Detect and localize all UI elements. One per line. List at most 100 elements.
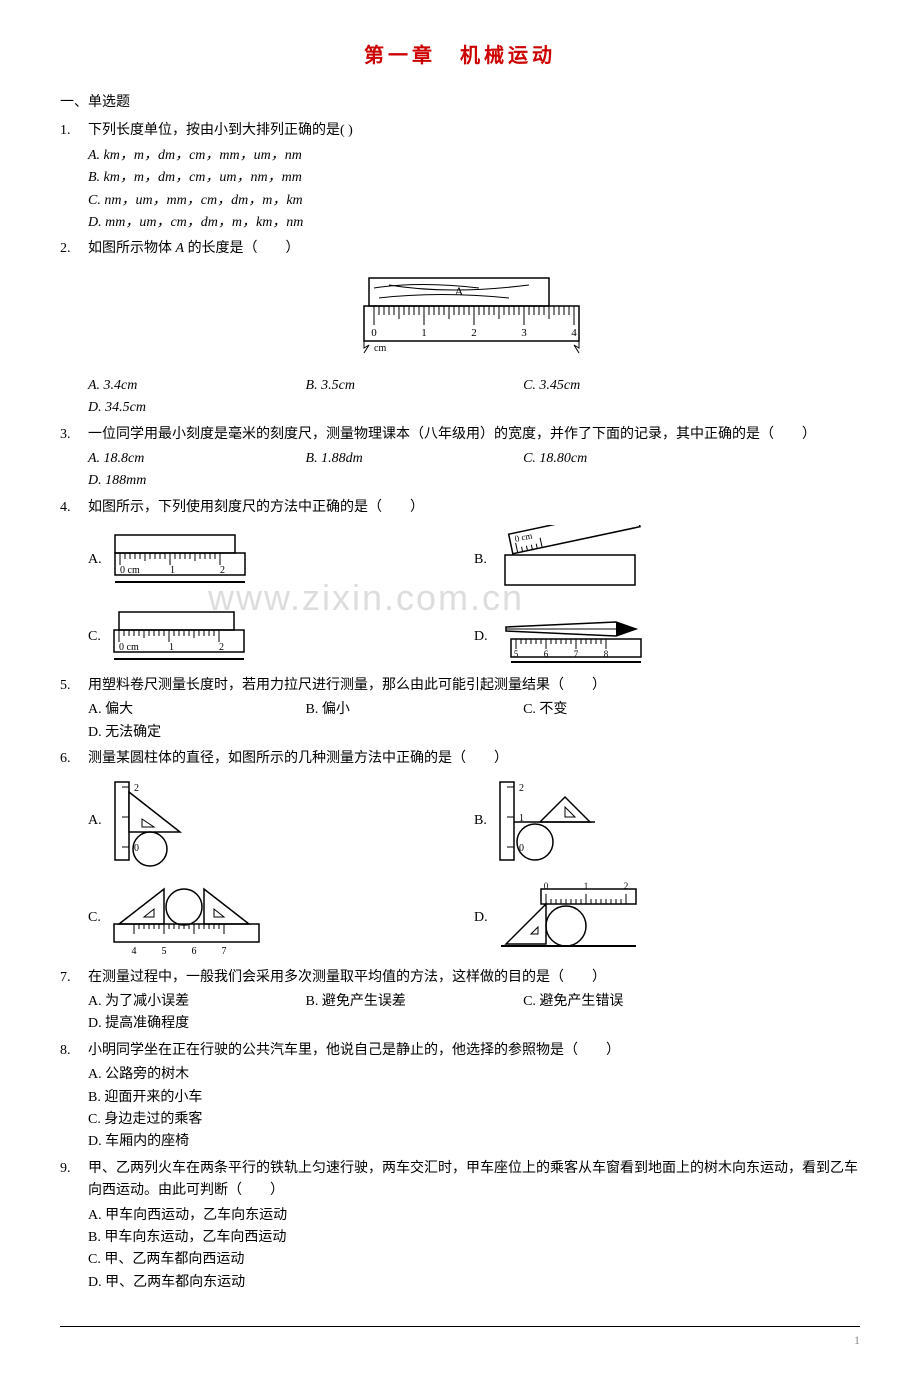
svg-text:A: A: [455, 284, 464, 298]
svg-text:1: 1: [170, 565, 175, 576]
question-6: 6. 测量某圆柱体的直径，如图所示的几种测量方法中正确的是（ ） A. 210: [60, 748, 860, 964]
q4-fig-c: 0 cm 1 2: [109, 607, 249, 667]
opt-d: D. 无法确定: [88, 722, 266, 744]
q4-fig-b: 0 cm: [495, 525, 655, 595]
svg-text:2: 2: [220, 565, 225, 576]
q-number: 4.: [60, 497, 88, 519]
opt-c: C. 身边走过的乘客: [88, 1109, 459, 1131]
opt-a: A. 偏大: [88, 699, 266, 721]
opt-a: A. 18.8cm: [88, 451, 144, 466]
svg-text:2: 2: [623, 881, 628, 891]
opt-a: A. 3.4cm: [88, 378, 137, 393]
svg-text:6: 6: [543, 649, 548, 659]
opt-a: A. 公路旁的树木: [88, 1064, 459, 1086]
question-9: 9. 甲、乙两列火车在两条平行的铁轨上匀速行驶，两车交汇时，甲车座位上的乘客从车…: [60, 1158, 860, 1296]
q4-opt-b: B. 0 cm: [474, 525, 860, 595]
q4-fig-d: 5 6 7 8: [496, 607, 656, 667]
opt-c: C. 甲、乙两车都向西运动: [88, 1249, 459, 1271]
svg-text:4: 4: [571, 327, 577, 339]
svg-text:7: 7: [221, 946, 226, 957]
q-number: 9.: [60, 1158, 88, 1180]
opt-c: C. 避免产生错误: [523, 991, 701, 1013]
q-text: 如图所示，下列使用刻度尺的方法中正确的是（ ）: [88, 497, 860, 519]
q6-opt-b: B. 210: [474, 777, 860, 867]
svg-text:0: 0: [543, 881, 548, 891]
page-title: 第一章 机械运动: [60, 40, 860, 72]
q6-fig-d: 0 1 2: [496, 879, 646, 959]
question-2: 2. 如图所示物体 A 的长度是（ ） A: [60, 238, 860, 421]
q-number: 8.: [60, 1040, 88, 1062]
q-number: 2.: [60, 238, 88, 260]
svg-text:8: 8: [603, 649, 608, 659]
ruler-figure: A 0 1 2 3 4 cm: [88, 273, 860, 363]
svg-text:1: 1: [421, 327, 427, 339]
opt-d: D. 34.5cm: [88, 400, 146, 415]
opt-d: D. 甲、乙两车都向东运动: [88, 1272, 459, 1294]
opt-d: D. 188mm: [88, 473, 146, 488]
q-number: 1.: [60, 120, 88, 142]
q-text: 小明同学坐在正在行驶的公共汽车里，他说自己是静止的，他选择的参照物是（ ）: [88, 1040, 860, 1062]
question-4: 4. 如图所示，下列使用刻度尺的方法中正确的是（ ） www.zixin.com…: [60, 497, 860, 673]
q4-opt-a: A. 0 cm 1 2: [88, 530, 474, 590]
svg-text:7: 7: [573, 649, 578, 659]
ruler-svg: A 0 1 2 3 4 cm: [359, 273, 589, 363]
opt-c: C. nm，um，mm，cm，dm，m，km: [88, 193, 303, 208]
svg-text:2: 2: [519, 783, 524, 794]
q-number: 6.: [60, 748, 88, 770]
section-heading: 一、单选题: [60, 92, 860, 114]
question-8: 8. 小明同学坐在正在行驶的公共汽车里，他说自己是静止的，他选择的参照物是（ ）…: [60, 1040, 860, 1156]
svg-text:2: 2: [471, 327, 477, 339]
q4-opt-c: C. 0 cm 1 2: [88, 607, 474, 667]
svg-text:2: 2: [219, 642, 224, 653]
opt-b: B. 3.5cm: [306, 378, 355, 393]
q-number: 7.: [60, 967, 88, 989]
opt-a: A. km，m，dm，cm，mm，um，nm: [88, 148, 302, 163]
opt-d: D. 提高准确程度: [88, 1013, 266, 1035]
q-text: 用塑料卷尺测量长度时，若用力拉尺进行测量，那么由此可能引起测量结果（ ）: [88, 675, 860, 697]
opt-b: B. 1.88dm: [306, 451, 363, 466]
opt-b: B. km，m，dm，cm，um，nm，mm: [88, 170, 302, 185]
svg-text:3: 3: [521, 327, 527, 339]
svg-text:0: 0: [134, 843, 139, 854]
opt-d: D. mm，um，cm，dm，m，km，nm: [88, 215, 303, 230]
opt-c: C. 不变: [523, 699, 701, 721]
question-7: 7. 在测量过程中，一般我们会采用多次测量取平均值的方法，这样做的目的是（ ） …: [60, 967, 860, 1038]
opt-a: A. 为了减小误差: [88, 991, 266, 1013]
svg-text:0 cm: 0 cm: [119, 642, 139, 653]
page: 第一章 机械运动 一、单选题 1. 下列长度单位，按由小到大排列正确的是( ) …: [60, 40, 860, 1350]
opt-b: B. 迎面开来的小车: [88, 1087, 459, 1109]
q-text: 一位同学用最小刻度是毫米的刻度尺，测量物理课本（八年级用）的宽度，并作了下面的记…: [88, 424, 860, 446]
q4-fig-a: 0 cm 1 2: [110, 530, 250, 590]
svg-text:5: 5: [161, 946, 166, 957]
svg-text:cm: cm: [374, 343, 386, 354]
svg-text:2: 2: [134, 783, 139, 794]
q4-opt-d: D. 5 6 7 8: [474, 607, 860, 667]
q6-opt-a: A. 210: [88, 777, 474, 867]
page-number: 1: [60, 1326, 860, 1350]
svg-text:0: 0: [371, 327, 377, 339]
q6-opt-c: C. 4 5 6 7: [88, 879, 474, 959]
svg-text:6: 6: [191, 946, 196, 957]
question-1: 1. 下列长度单位，按由小到大排列正确的是( ) A. km，m，dm，cm，m…: [60, 120, 860, 236]
opt-b: B. 甲车向东运动，乙车向西运动: [88, 1227, 459, 1249]
opt-a: A. 甲车向西运动，乙车向东运动: [88, 1205, 459, 1227]
q-number: 3.: [60, 424, 88, 446]
svg-text:1: 1: [583, 881, 588, 891]
q6-fig-b: 210: [495, 777, 605, 867]
q-number: 5.: [60, 675, 88, 697]
opt-c: C. 18.80cm: [523, 451, 587, 466]
opt-c: C. 3.45cm: [523, 378, 580, 393]
question-3: 3. 一位同学用最小刻度是毫米的刻度尺，测量物理课本（八年级用）的宽度，并作了下…: [60, 424, 860, 495]
opt-b: B. 避免产生误差: [306, 991, 484, 1013]
q6-fig-a: 210: [110, 777, 220, 867]
q-text: 下列长度单位，按由小到大排列正确的是( ): [88, 120, 860, 142]
svg-text:1: 1: [169, 642, 174, 653]
opt-b: B. 偏小: [306, 699, 484, 721]
svg-text:0 cm: 0 cm: [120, 565, 140, 576]
q-text: 如图所示物体 A 的长度是（ ）: [88, 238, 860, 260]
svg-text:4: 4: [131, 946, 136, 957]
opt-d: D. 车厢内的座椅: [88, 1131, 459, 1153]
q6-opt-d: D. 0 1 2: [474, 879, 860, 959]
q-text: 甲、乙两列火车在两条平行的铁轨上匀速行驶，两车交汇时，甲车座位上的乘客从车窗看到…: [88, 1158, 860, 1203]
svg-text:5: 5: [513, 649, 518, 659]
